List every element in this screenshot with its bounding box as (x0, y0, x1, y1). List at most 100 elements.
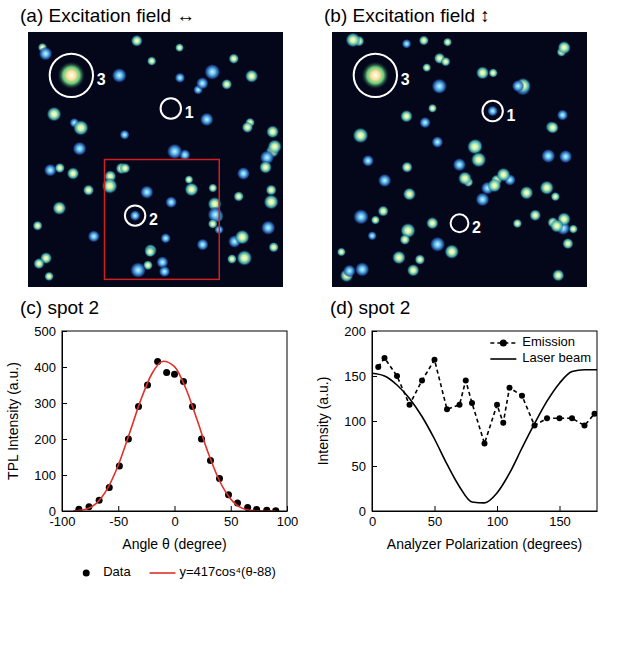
spot (431, 78, 447, 94)
spot (119, 130, 129, 140)
spot (112, 68, 127, 83)
tick-label: 50 (352, 459, 366, 474)
spot (431, 136, 443, 148)
spot (236, 250, 252, 266)
spot (204, 64, 221, 81)
plot-background (62, 331, 287, 511)
y-axis-tick: 0 (49, 504, 67, 519)
tick-label: -50 (109, 514, 128, 529)
tick-label: 100 (344, 414, 366, 429)
tick-mark (560, 506, 561, 511)
spot (378, 174, 392, 188)
x-axis-title: Angle θ (degree) (122, 536, 226, 552)
spot (361, 61, 389, 89)
legend-swatch (149, 572, 175, 574)
spot (546, 121, 559, 134)
y-axis-tick: 100 (34, 468, 67, 483)
chart-panel: (d) spot 2050100150050100150200Analyzer … (315, 297, 598, 552)
data-point (407, 402, 413, 408)
spot (487, 178, 501, 192)
x-axis-tick: 150 (549, 506, 571, 529)
tick-mark (231, 506, 232, 511)
x-axis-title: Analyzer Polarization (degrees) (387, 536, 582, 552)
plot-frame (372, 331, 597, 511)
data-point (171, 371, 178, 378)
marker-circle (50, 54, 93, 97)
spot (52, 201, 66, 215)
y-axis-tick: 500 (34, 324, 67, 339)
spot (343, 264, 356, 277)
data-point (463, 378, 469, 384)
data-point (592, 411, 598, 417)
spot (337, 247, 346, 256)
tick-label: 100 (277, 514, 299, 529)
spot (54, 163, 65, 174)
y-axis-tick: 400 (34, 360, 67, 375)
marker-circle (451, 214, 469, 232)
spot (221, 79, 232, 90)
panel-title: (c) spot 2 (20, 297, 99, 318)
spot (550, 192, 560, 202)
spot (38, 47, 52, 61)
image (332, 32, 587, 287)
spot (208, 183, 218, 193)
spot (488, 68, 498, 78)
spot (552, 269, 565, 282)
spot (167, 143, 183, 159)
x-axis: 050100150 (369, 506, 598, 529)
tick-label: 50 (428, 514, 442, 529)
data-point (163, 369, 170, 376)
y-axis-tick: 50 (352, 459, 377, 474)
tick-mark (372, 331, 377, 332)
plot-marks (372, 355, 597, 503)
spot (519, 186, 533, 200)
data-point (507, 385, 513, 391)
spot (559, 150, 573, 164)
marker-circle (125, 205, 145, 225)
data-point (382, 355, 388, 361)
spot (422, 63, 431, 72)
image-panel: (a) Excitation field ↔312 (20, 5, 283, 287)
spot (355, 262, 370, 277)
legend-item: Emission (490, 334, 575, 349)
tick-label: 300 (34, 396, 56, 411)
spot (476, 66, 490, 80)
legend-label: y=417cos⁴(θ-88) (179, 564, 275, 579)
spot (245, 69, 259, 83)
marker-circle (161, 98, 181, 118)
y-axis: 0100200300400500 (34, 324, 67, 519)
spot (401, 161, 413, 173)
highlight-box (105, 160, 220, 280)
spot (453, 158, 467, 172)
spot (263, 194, 279, 210)
tick-mark (62, 331, 67, 332)
spot (471, 152, 487, 168)
spot (419, 35, 430, 46)
x-axis-tick: 50 (428, 506, 442, 529)
tick-mark (435, 506, 436, 511)
spot (402, 39, 412, 49)
legend-item: Laser beam (490, 350, 591, 365)
spot (353, 209, 369, 225)
tick-mark (372, 421, 377, 422)
spot (539, 180, 554, 195)
spot (419, 117, 431, 129)
spot (550, 219, 564, 233)
data-point (432, 357, 438, 363)
spot (44, 271, 54, 281)
x-axis: -100-50050100 (49, 506, 298, 529)
legend-swatch (490, 358, 516, 360)
spot (175, 43, 184, 52)
spot (72, 141, 87, 156)
spot (242, 121, 254, 133)
data-point (557, 415, 563, 421)
spot (196, 238, 208, 250)
spot-label: 2 (472, 219, 481, 236)
y-axis-tick: 300 (34, 396, 67, 411)
spot (208, 219, 218, 229)
spot (130, 262, 146, 278)
x-axis-line (63, 511, 288, 512)
legend-label: Laser beam (522, 350, 591, 365)
data-point (494, 402, 500, 408)
tick-mark (287, 506, 288, 511)
